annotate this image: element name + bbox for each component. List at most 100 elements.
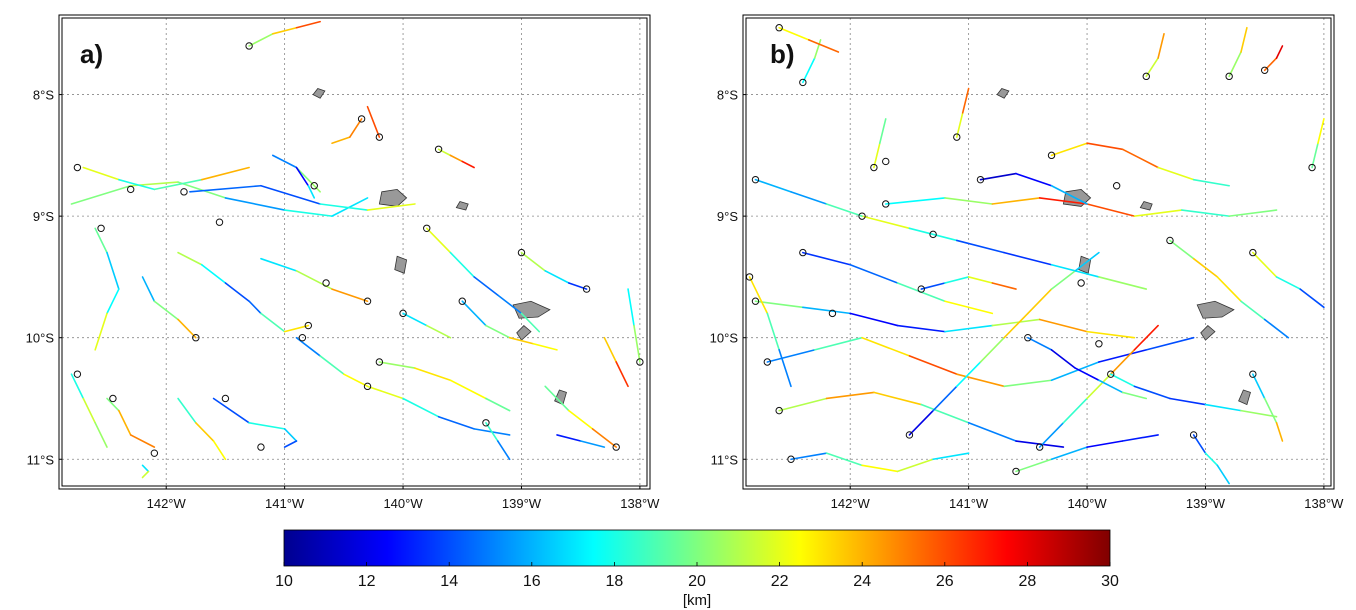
trajectory-segment	[802, 57, 816, 84]
trajectory-segment	[849, 312, 899, 327]
trajectory-segment	[195, 421, 215, 442]
trajectory-segment	[1109, 373, 1136, 388]
trajectory-segment	[556, 434, 582, 442]
colorbar-tick-label: 16	[523, 573, 541, 590]
colorbar-tick-label: 30	[1101, 573, 1119, 590]
trajectory-segment	[873, 142, 881, 169]
start-marker	[1035, 443, 1044, 451]
start-marker	[1249, 248, 1257, 257]
start-marker	[322, 279, 330, 287]
x-tick-label: 139°W	[502, 496, 542, 511]
start-marker	[1166, 236, 1174, 245]
trajectory-segment	[920, 282, 946, 290]
trajectory-segment	[1240, 409, 1278, 418]
trajectory-segment	[307, 178, 321, 193]
colorbar-ticks: 10 12 14 16 18 20 22 24 26 28 30	[275, 562, 1119, 590]
trajectory-segment	[496, 294, 523, 315]
trajectory	[979, 172, 1088, 205]
trajectory-segment	[884, 197, 946, 205]
start-marker	[482, 419, 490, 427]
trajectory-segment	[766, 349, 816, 363]
trajectory-segment	[849, 263, 899, 284]
trajectory-segment	[283, 440, 298, 448]
trajectory	[1263, 45, 1284, 72]
trajectory-segment	[778, 397, 828, 412]
start-marker	[1047, 151, 1056, 160]
trajectory-segment	[754, 178, 792, 193]
start-marker	[858, 212, 866, 220]
trajectory-segment	[1145, 336, 1195, 351]
colorbar-tick-label: 26	[936, 573, 954, 590]
trajectory-segment	[1252, 251, 1278, 278]
trajectory-segment	[283, 324, 310, 333]
start-marker	[458, 297, 466, 305]
trajectory-segment	[1003, 312, 1029, 339]
trajectory-segment	[920, 403, 970, 424]
colorbar-tick-label: 22	[771, 573, 789, 590]
start-marker	[150, 449, 159, 457]
trajectory-segment	[1074, 367, 1100, 382]
trajectory-segment	[778, 349, 792, 388]
x-tick-label: 141°W	[265, 496, 305, 511]
trajectory-segment	[1003, 251, 1053, 266]
start-marker	[751, 297, 760, 305]
trajectory-segment	[991, 282, 1017, 290]
trajectory-segment	[106, 288, 120, 315]
trajectory	[177, 397, 227, 461]
trajectory-segment	[1121, 391, 1148, 400]
trajectory	[1015, 434, 1159, 473]
trajectory-segment	[283, 209, 333, 217]
trajectory-segment	[1240, 26, 1248, 53]
trajectory	[802, 39, 822, 84]
start-marker	[357, 115, 366, 123]
trajectory-segment	[485, 324, 511, 339]
trajectory-segment	[1027, 336, 1053, 351]
trajectory-segment	[366, 105, 381, 138]
trajectory-segment	[1098, 276, 1148, 290]
trajectory-segment	[153, 300, 179, 321]
trajectory-segment	[129, 434, 156, 448]
start-marker	[1107, 370, 1115, 378]
start-marker	[1112, 182, 1121, 190]
trajectory-segment	[177, 318, 197, 339]
trajectory-segment	[766, 312, 780, 351]
start-marker	[799, 78, 807, 87]
trajectory-segment	[461, 300, 487, 327]
trajectory-segment	[141, 276, 156, 303]
trajectory	[177, 251, 310, 333]
panel-a-x-ticks: 142°W 141°W 140°W 139°W 138°W	[147, 486, 660, 511]
trajectory-segment	[248, 33, 274, 47]
trajectory-segment	[754, 300, 804, 309]
start-marker	[109, 394, 117, 403]
start-marker	[221, 394, 230, 403]
start-marker	[1249, 370, 1257, 378]
trajectory-segment	[825, 391, 875, 400]
trajectory-segment	[1252, 373, 1266, 400]
trajectory-segment	[260, 312, 286, 333]
trajectory-segment	[1098, 349, 1148, 363]
trajectory-segment	[1050, 446, 1088, 461]
start-marker	[763, 358, 772, 366]
start-marker	[976, 175, 985, 184]
trajectory-segment	[1311, 142, 1319, 169]
map-border-inner	[745, 17, 1332, 487]
trajectory-segment	[1050, 361, 1100, 382]
trajectory	[873, 118, 887, 169]
map-border-inner	[61, 17, 648, 487]
trajectory-segment	[212, 440, 227, 461]
trajectory	[141, 464, 150, 479]
trajectory-segment	[944, 276, 970, 284]
start-marker	[310, 182, 318, 190]
trajectory-segment	[141, 464, 150, 473]
trajectory	[248, 20, 321, 47]
trajectory-segment	[967, 276, 994, 284]
trajectory-segment	[1086, 203, 1136, 217]
trajectory-segment	[248, 421, 286, 430]
trajectory-segment	[1050, 270, 1077, 290]
panel-a-frame	[61, 17, 648, 487]
trajectory-segment	[627, 288, 635, 327]
trajectory-segment	[307, 184, 316, 199]
trajectory-segment	[331, 288, 369, 303]
trajectory-segment	[861, 336, 911, 357]
trajectory-segment	[544, 385, 570, 412]
